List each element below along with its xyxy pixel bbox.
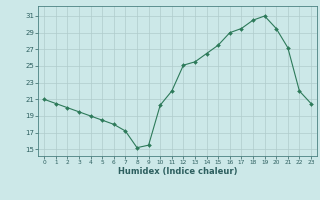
X-axis label: Humidex (Indice chaleur): Humidex (Indice chaleur)	[118, 167, 237, 176]
